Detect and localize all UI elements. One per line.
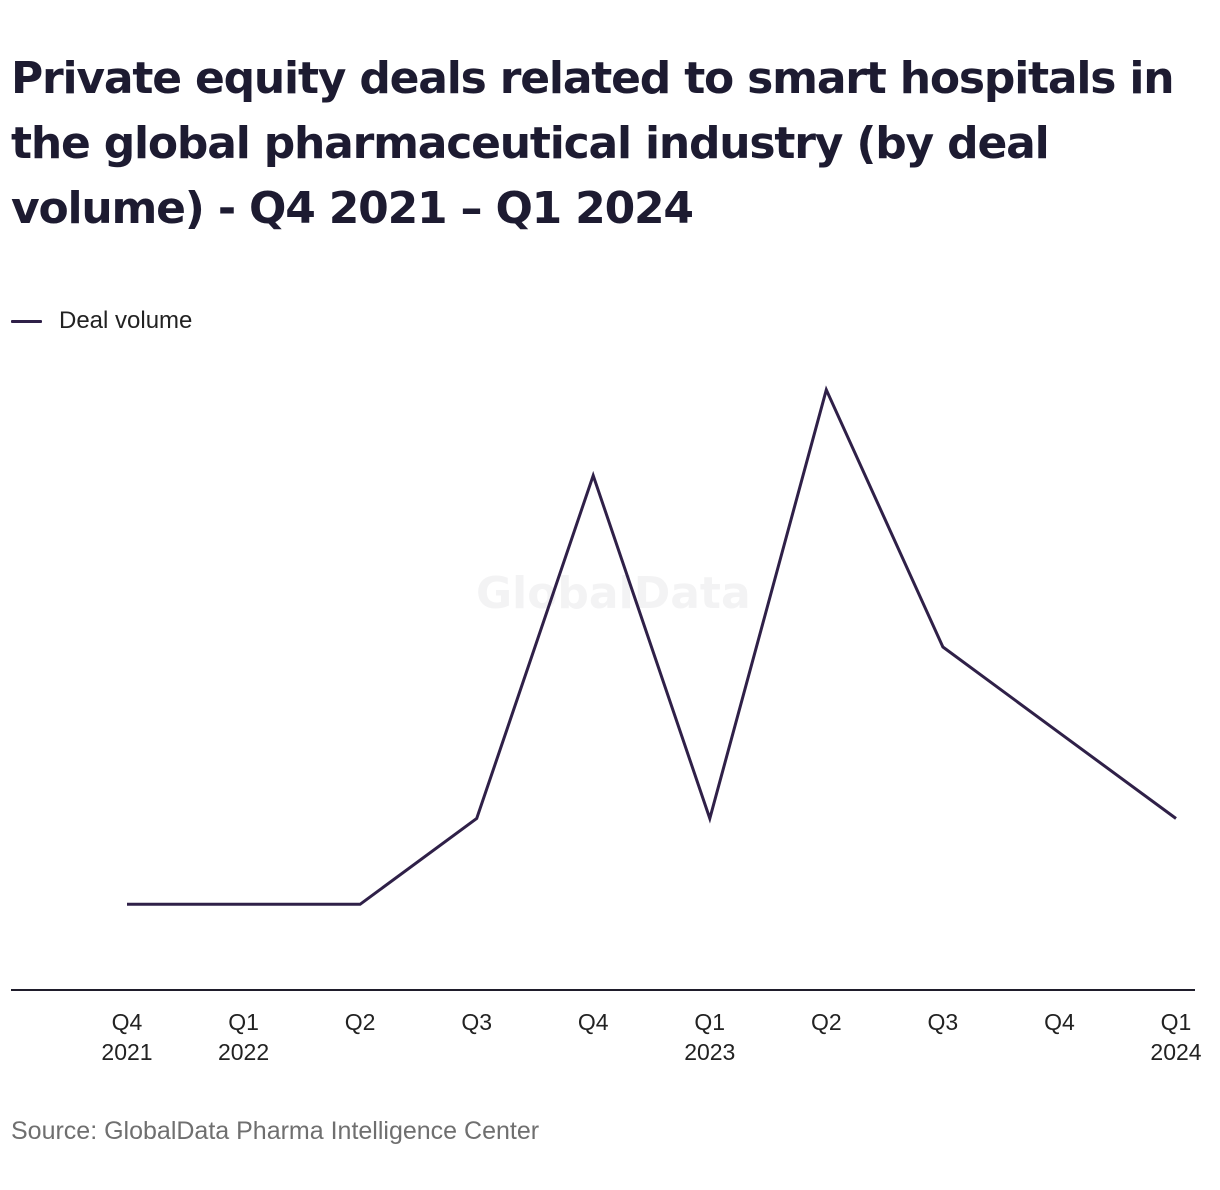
x-axis-tick-labels: Q4 2021 Q1 2022 Q2 Q3 Q4 Q1 2023 Q2 Q3 Q4 Q1 2024 (101, 1009, 1201, 1065)
x-tick-quarter-2: Q2 (345, 1009, 376, 1035)
x-tick-quarter-8: Q4 (1044, 1009, 1075, 1035)
x-tick-quarter-1: Q1 (228, 1009, 259, 1035)
legend-label-deal-volume: Deal volume (59, 307, 193, 334)
x-tick-quarter-9: Q1 (1161, 1009, 1192, 1035)
data-point-5[interactable] (704, 813, 716, 825)
chart-title: Private equity deals related to smart ho… (11, 53, 1175, 234)
data-point-6[interactable] (820, 384, 832, 396)
legend-swatch-deal-volume (11, 319, 42, 323)
data-point-1[interactable] (238, 898, 250, 910)
x-tick-quarter-0: Q4 (112, 1009, 143, 1035)
x-tick-quarter-6: Q2 (811, 1009, 842, 1035)
data-point-9[interactable] (1170, 813, 1182, 825)
x-tick-year-9: 2024 (1150, 1039, 1201, 1065)
data-point-7[interactable] (937, 641, 949, 653)
x-tick-year-1: 2022 (218, 1039, 269, 1065)
x-tick-year-5: 2023 (684, 1039, 735, 1065)
x-tick-quarter-3: Q3 (461, 1009, 492, 1035)
x-tick-quarter-7: Q3 (928, 1009, 959, 1035)
data-point-2[interactable] (354, 898, 366, 910)
watermark: GlobalData (476, 568, 751, 619)
series-line-0 (127, 385, 1177, 906)
legend: Deal volume (11, 306, 192, 336)
data-point-3[interactable] (471, 813, 483, 825)
series-deal-volume (121, 384, 1182, 910)
data-point-8[interactable] (1053, 727, 1065, 739)
line-chart: Q4 2021 Q1 2022 Q2 Q3 Q4 Q1 2023 Q2 Q3 Q4 Q1 2024 (11, 384, 1202, 1065)
x-tick-year-0: 2021 (101, 1039, 152, 1065)
data-point-4[interactable] (587, 470, 599, 482)
source-note: Source: GlobalData Pharma Intelligence C… (11, 1117, 540, 1145)
x-tick-quarter-5: Q1 (694, 1009, 725, 1035)
data-point-0[interactable] (121, 898, 133, 910)
x-tick-quarter-4: Q4 (578, 1009, 609, 1035)
